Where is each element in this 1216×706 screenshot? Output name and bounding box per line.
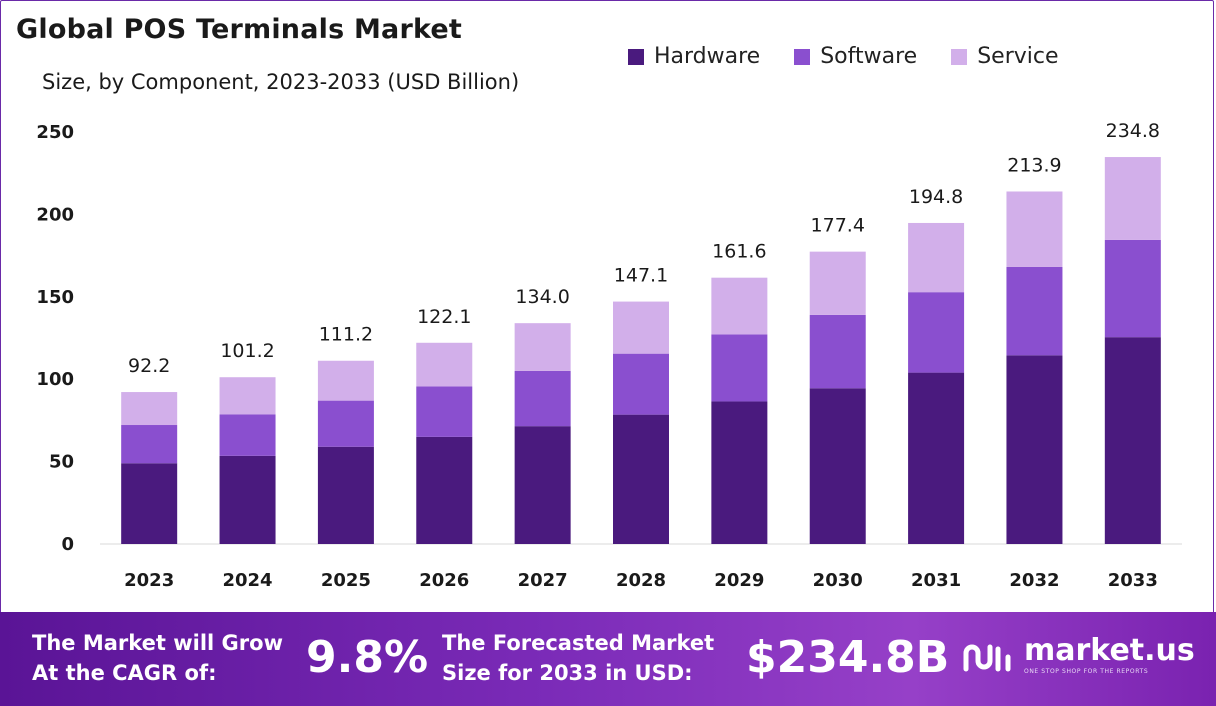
bar-total-label: 101.2 [220,340,274,362]
legend-item-hardware: Hardware [628,44,760,69]
stacked-bar-chart: 0 50 100 150 200 250 92.2 2023 101.2 2024 111.2 202… [36,120,1182,591]
bar-segment-hardware-2032 [1006,355,1063,544]
cagr-caption-line2: At the CAGR of: [32,661,217,685]
cagr-value: 9.8% [306,632,429,683]
x-tick-label: 2024 [222,570,272,591]
bar-segment-service-2033 [1104,157,1161,240]
legend-label-hardware: Hardware [654,44,761,69]
y-tick-label: 50 [49,452,74,473]
bar-segment-software-2027 [514,370,571,427]
bar-segment-software-2032 [1006,266,1063,356]
legend-label-software: Software [820,44,918,69]
x-tick-label: 2023 [124,570,174,591]
forecast-caption: The Forecasted Market Size for 2033 in U… [442,628,714,688]
x-tick-label: 2026 [419,570,469,591]
bar-total-label: 161.6 [712,241,766,263]
bar-total-label: 122.1 [417,306,471,328]
bar-segment-software-2023 [121,425,178,464]
bar-total-label: 194.8 [909,186,963,208]
bar-segment-software-2033 [1104,239,1161,338]
bar-segment-service-2023 [121,392,178,426]
bar-segment-software-2025 [317,400,374,447]
brand-name: market.us [1024,633,1195,668]
brand-logo: market.us ONE STOP SHOP FOR THE REPORTS [962,636,1195,675]
bar-total-label: 134.0 [515,286,569,308]
legend-swatch-hardware [628,48,644,65]
bar-segment-software-2029 [711,334,768,402]
bar-segment-software-2028 [613,353,669,415]
y-tick-label: 100 [36,369,74,390]
bar-total-label: 111.2 [319,324,373,346]
legend-swatch-service [951,48,968,65]
bar-total-label: 147.1 [614,265,668,287]
bar-total-label: 92.2 [128,355,170,377]
bar-segment-software-2031 [908,292,965,373]
bar-segment-hardware-2028 [613,414,669,544]
bar-segment-software-2024 [219,414,276,456]
bar-segment-hardware-2033 [1104,337,1161,544]
bar-segment-hardware-2026 [416,436,473,544]
x-tick-label: 2032 [1009,570,1059,591]
market-us-logo-icon [963,644,1011,671]
x-tick-label: 2025 [321,570,371,591]
footer-banner: The Market will Grow At the CAGR of: 9.8… [0,612,1216,706]
bar-segment-hardware-2027 [514,426,571,544]
bar-segment-hardware-2025 [317,446,374,544]
legend-swatch-software [794,48,811,65]
x-tick-label: 2029 [714,570,764,591]
legend-label-service: Service [977,44,1059,69]
bar-total-label: 177.4 [811,215,865,237]
bar-total-label: 213.9 [1007,154,1061,176]
x-tick-label: 2027 [518,570,568,591]
bar-segment-service-2028 [613,301,669,354]
bar-segment-service-2029 [711,277,768,335]
x-tick-label: 2033 [1108,570,1158,591]
y-tick-label: 200 [36,204,74,225]
y-tick-label: 250 [36,122,74,143]
cagr-caption-line1: The Market will Grow [32,631,283,655]
x-tick-label: 2028 [616,570,666,591]
x-tick-label: 2030 [813,570,863,591]
bar-segment-service-2026 [416,342,473,387]
legend-item-software: Software [794,44,917,69]
bar-segment-service-2024 [219,377,276,415]
bar-segment-hardware-2029 [711,401,768,544]
y-tick-label: 0 [61,534,74,555]
bar-segment-service-2032 [1006,191,1063,267]
bar-segment-software-2030 [809,314,866,389]
bar-segment-hardware-2023 [121,463,178,544]
brand-tagline: ONE STOP SHOP FOR THE REPORTS [1024,668,1149,675]
bar-segment-software-2026 [416,386,473,437]
bar-segment-hardware-2031 [908,372,965,544]
forecast-value: $234.8B [746,632,950,683]
bar-segment-hardware-2024 [219,455,276,544]
y-tick-label: 150 [36,287,74,308]
cagr-caption: The Market will Grow At the CAGR of: [32,628,283,688]
chart-subtitle: Size, by Component, 2023-2033 (USD Billi… [42,70,520,94]
bar-segment-service-2027 [514,323,571,371]
bar-segment-hardware-2030 [809,388,866,544]
legend-item-service: Service [951,44,1059,69]
chart-title: Global POS Terminals Market [16,14,463,45]
bar-total-label: 234.8 [1106,120,1160,142]
bar-segment-service-2025 [317,360,374,401]
x-tick-label: 2031 [911,570,961,591]
forecast-caption-line1: The Forecasted Market [442,631,715,655]
chart-legend: Hardware Software Service [628,44,1059,69]
bar-segment-service-2031 [908,222,965,293]
forecast-caption-line2: Size for 2033 in USD: [442,661,693,685]
bar-segment-service-2030 [809,251,866,315]
